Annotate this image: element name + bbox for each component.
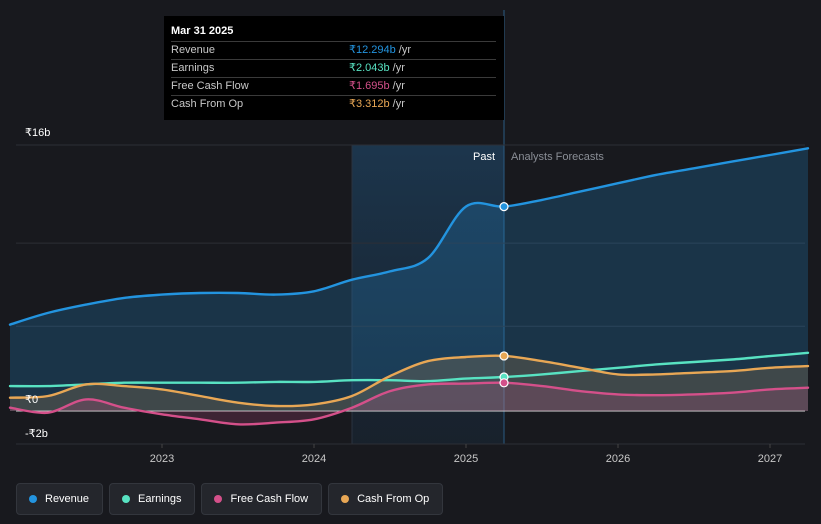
legend-label: Free Cash Flow (230, 493, 309, 505)
x-tick-label: 2023 (150, 453, 174, 465)
tooltip-row-unit: /yr (392, 62, 405, 74)
data-point-revenue[interactable] (499, 202, 509, 212)
tooltip-row-label: Revenue (171, 44, 216, 56)
tooltip-date: Mar 31 2025 (171, 25, 234, 37)
tooltip-row-label: Cash From Op (171, 98, 244, 110)
legend-item-cash-from-op[interactable]: Cash From Op (328, 483, 444, 515)
legend-dot-icon (122, 495, 131, 503)
series-fill-cash-from-op (10, 355, 808, 411)
legend-dot-icon (29, 495, 37, 503)
tooltip-row-label: Earnings (171, 62, 215, 74)
forecast-label: Analysts Forecasts (511, 151, 604, 163)
tooltip-row: Earnings ₹2.043b/yr (171, 59, 496, 77)
y-tick-label: ₹0 (25, 394, 38, 406)
past-region (352, 145, 504, 444)
y-tick-label: ₹16b (25, 127, 50, 139)
tooltip-row-unit: /yr (398, 44, 411, 56)
series-line-cash-from-op (8, 354, 810, 408)
tooltip-row-unit: /yr (392, 98, 405, 110)
legend-dot-icon (214, 495, 223, 503)
series-fill-revenue (10, 148, 808, 412)
legend-item-revenue[interactable]: Revenue (16, 483, 104, 515)
legend-label: Revenue (45, 493, 90, 505)
x-tick-label: 2024 (302, 453, 326, 465)
tooltip-row-value: ₹12.294b (349, 44, 396, 56)
tooltip: Mar 31 2025 Revenue ₹12.294b/yr Earnings ₹2… (164, 16, 504, 120)
tooltip-row: Free Cash Flow ₹1.695b/yr (171, 77, 496, 95)
tooltip-row-value: ₹2.043b (349, 62, 390, 74)
series-line-revenue (8, 147, 810, 326)
tooltip-row: Cash From Op ₹3.312b/yr (171, 95, 496, 113)
legend-item-earnings[interactable]: Earnings (109, 483, 196, 515)
series-line-free-cash-flow (8, 381, 810, 426)
series-fill-free-cash-flow (10, 382, 808, 425)
x-tick-label: 2027 (758, 453, 782, 465)
series-line-earnings (8, 351, 810, 388)
tooltip-row-value: ₹1.695b (349, 80, 390, 92)
data-point-free-cash-flow[interactable] (499, 378, 509, 388)
legend-label: Cash From Op (357, 493, 430, 505)
legend-label: Earnings (138, 493, 182, 505)
tooltip-row-value: ₹3.312b (349, 98, 390, 110)
x-tick-label: 2026 (606, 453, 630, 465)
y-tick-label: -₹2b (25, 428, 48, 440)
tooltip-row-unit: /yr (392, 80, 405, 92)
legend: Revenue Earnings Free Cash Flow Cash From O… (16, 483, 444, 515)
legend-item-free-cash-flow[interactable]: Free Cash Flow (201, 483, 323, 515)
x-tick-label: 2025 (454, 453, 478, 465)
past-label: Past (473, 151, 495, 163)
tooltip-row: Revenue ₹12.294b/yr (171, 41, 496, 59)
legend-dot-icon (341, 495, 350, 503)
tooltip-row-label: Free Cash Flow (171, 80, 249, 92)
data-point-cash-from-op[interactable] (499, 351, 509, 361)
